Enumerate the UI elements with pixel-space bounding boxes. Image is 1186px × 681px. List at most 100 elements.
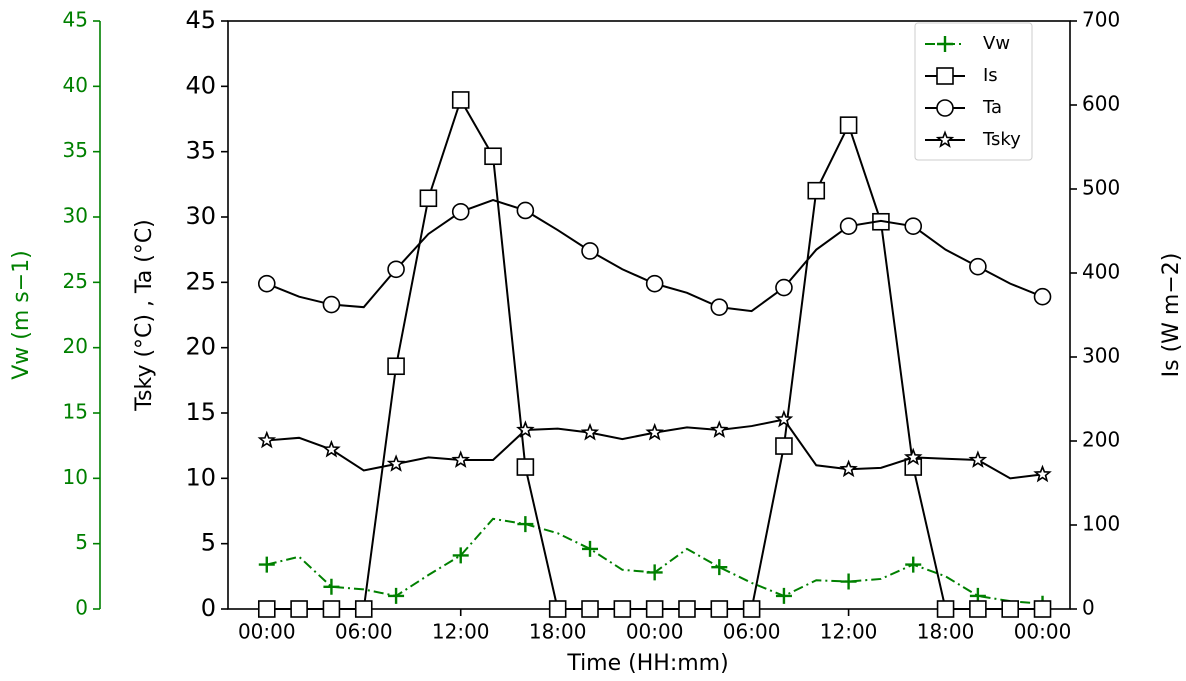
x-tick-label: 06:00 [335,620,393,644]
marker [840,573,857,590]
x-tick-label: 00:00 [626,620,684,644]
y3-tick-label: 30 [63,204,88,228]
marker [968,450,988,468]
y-tick-label: 40 [185,71,216,99]
y-tick-label: 35 [185,137,216,165]
y3-tick-label: 20 [63,334,88,358]
y-tick-label: 10 [185,463,216,491]
y3-tick-label: 0 [75,596,88,620]
marker [581,600,599,618]
marker [1001,600,1020,618]
marker [645,274,664,293]
marker [1033,464,1052,483]
x-tick-label: 18:00 [917,620,975,644]
marker [581,242,599,260]
x-tick-label: 00:00 [1014,620,1072,644]
y2-tick-label: 400 [1082,260,1120,284]
y3-tick-label: 10 [63,465,88,489]
marker [387,357,405,376]
y3-tick-label: 25 [63,269,88,293]
y3-tick-label: 40 [63,73,88,97]
marker [258,556,275,573]
marker [452,547,469,564]
x-tick-label: 12:00 [432,620,490,644]
y3-tick-label: 45 [63,8,88,32]
legend-label: Tsky [982,129,1021,150]
marker [1033,600,1052,618]
marker [257,274,276,293]
marker [388,587,405,604]
y-tick-label: 45 [185,6,216,34]
marker [839,116,858,134]
marker [969,600,987,618]
marker [419,189,438,208]
y-axis-label: Tsky (°C) , Ta (°C) [132,219,157,412]
marker [290,600,308,618]
legend-label: Ta [982,97,1002,118]
x-tick-label: 18:00 [529,620,587,644]
legend-marker [935,130,955,148]
marker [645,422,664,441]
marker [711,559,728,576]
marker [516,201,535,220]
marker [257,430,277,449]
marker [904,217,923,235]
series-line [266,198,1043,313]
legend-label: Is [983,65,998,86]
marker [645,600,664,618]
y2-tick-label: 200 [1082,428,1120,452]
marker [582,540,599,557]
y2-tick-label: 700 [1082,8,1120,32]
legend-marker [936,67,954,85]
y2-tick-label: 500 [1082,176,1120,200]
marker [323,578,340,595]
marker [936,600,955,618]
marker [322,439,341,458]
y2-tick-label: 600 [1082,92,1120,116]
y-tick-label: 5 [201,529,216,557]
marker [484,147,502,166]
legend-box [914,22,1033,161]
y-tick-label: 25 [185,267,216,295]
x-tick-label: 06:00 [723,620,781,644]
y-tick-label: 20 [185,333,216,361]
legend-marker [936,99,954,117]
marker [774,409,794,428]
marker [548,600,567,618]
marker [516,420,535,438]
y3-axis-label: Vw (m s−1) [9,250,34,380]
x-tick-label: 00:00 [238,620,296,644]
y-tick-label: 15 [185,398,216,426]
y2-tick-label: 300 [1082,344,1120,368]
legend-label: Vw [983,33,1010,54]
marker [905,556,922,573]
series-line [266,97,1043,610]
marker [710,600,729,618]
marker [775,437,793,455]
x-axis-label: Time (HH:mm) [566,651,728,676]
series-line [266,517,1043,605]
marker [775,587,792,604]
marker [710,298,729,316]
legend-marker [937,36,953,52]
marker [1033,287,1052,306]
marker [580,422,600,441]
marker [387,260,405,279]
y3-tick-label: 5 [75,530,88,554]
marker [517,516,534,533]
marker [710,420,729,438]
y2-axis-label: Is (W m−2) [1159,253,1184,378]
y3-tick-label: 15 [63,400,88,424]
marker [839,217,858,235]
marker [775,278,793,297]
marker [451,202,470,221]
marker [742,600,761,618]
marker [322,600,341,618]
marker [969,257,987,276]
marker [678,600,696,618]
marker [386,454,406,472]
marker [451,450,471,468]
marker [257,600,276,618]
y2-tick-label: 0 [1082,596,1095,620]
